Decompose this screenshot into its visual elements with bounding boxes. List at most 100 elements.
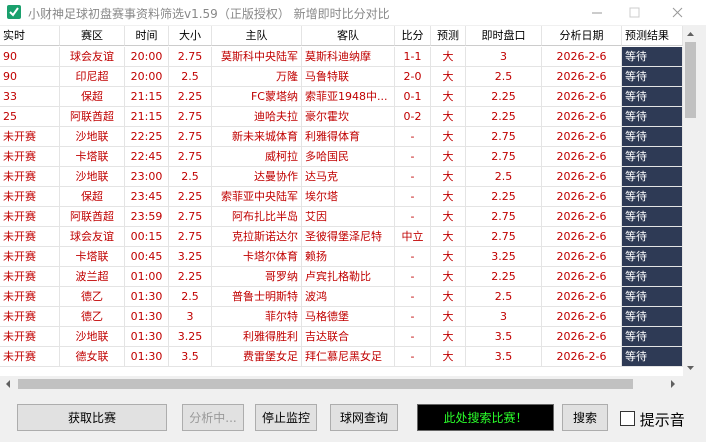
cell-predict: 大	[431, 287, 466, 307]
stop-button[interactable]: 停止监控	[255, 404, 317, 431]
cell-away: 卢宾扎格勒比	[302, 267, 395, 287]
cell-line: 3.25	[169, 247, 212, 267]
cell-away: 圣彼得堡泽尼特	[302, 227, 395, 247]
cell-line: 3.5	[169, 347, 212, 367]
cell-date: 2026-2-6	[542, 107, 622, 127]
cell-line: 2.75	[169, 107, 212, 127]
cell-home: 菲尔特	[212, 307, 302, 327]
cell-home: 迪哈夫拉	[212, 107, 302, 127]
cell-live: 未开赛	[0, 267, 60, 287]
cell-line: 2.25	[169, 187, 212, 207]
cell-time: 01:30	[125, 307, 169, 327]
cell-league: 印尼超	[60, 67, 125, 87]
cell-date: 2026-2-6	[542, 127, 622, 147]
header-line: 大小	[169, 26, 212, 46]
cell-line: 2.75	[169, 47, 212, 67]
cell-live: 未开赛	[0, 327, 60, 347]
cell-odds: 2.75	[466, 147, 542, 167]
cell-predict: 大	[431, 187, 466, 207]
cell-result: 等待	[622, 267, 683, 287]
search-button[interactable]: 搜索	[562, 404, 608, 431]
cell-predict: 大	[431, 347, 466, 367]
cell-time: 01:30	[125, 287, 169, 307]
h-scrollbar[interactable]	[0, 376, 698, 392]
cell-date: 2026-2-6	[542, 187, 622, 207]
cell-live: 33	[0, 87, 60, 107]
cell-result: 等待	[622, 187, 683, 207]
cell-predict: 大	[431, 67, 466, 87]
cell-live: 90	[0, 47, 60, 67]
cell-odds: 2.25	[466, 267, 542, 287]
cell-result: 等待	[622, 167, 683, 187]
cell-predict: 大	[431, 227, 466, 247]
cell-date: 2026-2-6	[542, 267, 622, 287]
cell-score: 中立	[395, 227, 431, 247]
cell-away: 马鲁特联	[302, 67, 395, 87]
cell-date: 2026-2-6	[542, 247, 622, 267]
cell-league: 沙地联	[60, 327, 125, 347]
cell-league: 德乙	[60, 307, 125, 327]
cell-home: 普鲁士明斯特	[212, 287, 302, 307]
cell-league: 德乙	[60, 287, 125, 307]
header-time: 时间	[125, 26, 169, 46]
cell-result: 等待	[622, 227, 683, 247]
cell-live: 未开赛	[0, 287, 60, 307]
cell-away: 莫斯科迪纳摩	[302, 47, 395, 67]
cell-date: 2026-2-6	[542, 347, 622, 367]
v-scrollbar[interactable]	[683, 26, 698, 376]
cell-odds: 2.75	[466, 127, 542, 147]
window-controls[interactable]	[580, 0, 706, 25]
cell-odds: 3.5	[466, 347, 542, 367]
analyze-button[interactable]: 分析中...	[182, 404, 244, 431]
cell-date: 2026-2-6	[542, 67, 622, 87]
cell-live: 未开赛	[0, 347, 60, 367]
cell-odds: 3	[466, 307, 542, 327]
cell-date: 2026-2-6	[542, 307, 622, 327]
cell-odds: 2.5	[466, 167, 542, 187]
cell-result: 等待	[622, 127, 683, 147]
cell-predict: 大	[431, 107, 466, 127]
cell-league: 沙地联	[60, 167, 125, 187]
cell-score: -	[395, 207, 431, 227]
cell-odds: 2.5	[466, 287, 542, 307]
cell-away: 波鸿	[302, 287, 395, 307]
cell-time: 21:15	[125, 87, 169, 107]
cell-predict: 大	[431, 127, 466, 147]
cell-time: 23:59	[125, 207, 169, 227]
cell-time: 00:45	[125, 247, 169, 267]
header-result: 预测结果	[622, 26, 683, 46]
cell-odds: 2.25	[466, 187, 542, 207]
header-home: 主队	[212, 26, 302, 46]
cell-score: -	[395, 347, 431, 367]
cell-date: 2026-2-6	[542, 207, 622, 227]
cell-predict: 大	[431, 267, 466, 287]
cell-league: 沙地联	[60, 127, 125, 147]
cell-time: 21:15	[125, 107, 169, 127]
cell-score: -	[395, 187, 431, 207]
cell-score: -	[395, 307, 431, 327]
sound-checkbox[interactable]: 提示音	[620, 409, 685, 430]
cell-result: 等待	[622, 247, 683, 267]
cell-result: 等待	[622, 87, 683, 107]
query-button[interactable]: 球网查询	[330, 404, 398, 431]
cell-live: 25	[0, 107, 60, 127]
search-input[interactable]: 此处搜索比赛！	[417, 404, 554, 431]
cell-live: 90	[0, 67, 60, 87]
fetch-button[interactable]: 获取比赛	[17, 404, 167, 431]
cell-odds: 2.25	[466, 87, 542, 107]
app-icon	[7, 5, 21, 19]
checkbox-box[interactable]	[620, 411, 635, 426]
cell-away: 马格德堡	[302, 307, 395, 327]
cell-home: 卡塔尔体育	[212, 247, 302, 267]
cell-live: 未开赛	[0, 167, 60, 187]
cell-line: 2.75	[169, 147, 212, 167]
cell-result: 等待	[622, 47, 683, 67]
cell-line: 2.5	[169, 67, 212, 87]
match-table: 实时 赛区 时间 大小 主队 客队 比分 预测 即时盘口 分析日期 预测结果 90 球会友谊 20:00 2…	[0, 26, 683, 376]
cell-away: 利雅得体育	[302, 127, 395, 147]
cell-line: 2.25	[169, 87, 212, 107]
cell-live: 未开赛	[0, 207, 60, 227]
cell-line: 2.75	[169, 127, 212, 147]
cell-line: 2.75	[169, 207, 212, 227]
cell-home: FC蒙塔纳	[212, 87, 302, 107]
